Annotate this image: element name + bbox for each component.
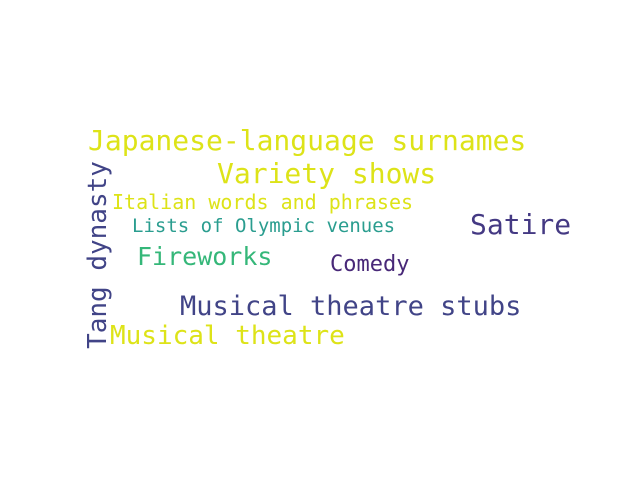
word-satire: Satire bbox=[470, 208, 572, 241]
word-musical-theatre-stubs: Musical theatre stubs bbox=[180, 291, 522, 322]
word-musical-theatre: Musical theatre bbox=[110, 321, 345, 351]
word-comedy: Comedy bbox=[330, 252, 410, 277]
word-tang-dynasty: Tang dynasty bbox=[83, 161, 113, 349]
word-lists-of-olympic-venues: Lists of Olympic venues bbox=[132, 215, 396, 237]
word-variety-shows: Variety shows bbox=[217, 157, 437, 190]
word-fireworks: Fireworks bbox=[137, 242, 273, 271]
word-italian-words-and-phrases: Italian words and phrases bbox=[112, 190, 414, 214]
word-japanese-language-surnames: Japanese-language surnames bbox=[88, 124, 527, 157]
